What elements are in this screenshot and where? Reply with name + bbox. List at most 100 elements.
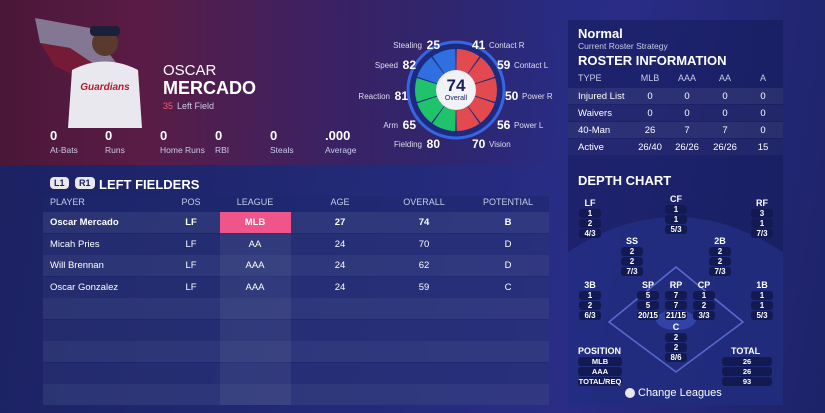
- depth-value: 2: [709, 257, 731, 266]
- depth-value: 7: [665, 291, 687, 300]
- roster-cell: Waivers: [578, 108, 612, 119]
- rating-name: Contact L: [514, 61, 549, 70]
- depth-position: 3B: [584, 280, 596, 290]
- stat-label: At-Bats: [50, 145, 78, 155]
- wheel-part: [432, 106, 456, 131]
- table-cell: D: [504, 238, 512, 250]
- table-cell: LF: [185, 281, 197, 293]
- depth-value: 7/3: [751, 229, 773, 238]
- table-cell: 24: [334, 260, 346, 271]
- stat-value: 0: [160, 128, 168, 143]
- table-cell: 59: [418, 281, 430, 293]
- table-cell: 27: [334, 217, 346, 228]
- wheel-part: [468, 57, 495, 84]
- roster-header: AA: [718, 73, 731, 83]
- depth-value: 2: [709, 247, 731, 256]
- summary-header: POSITION: [578, 346, 622, 356]
- roster-row-bg: [568, 122, 783, 138]
- depth-value: 5/3: [665, 225, 687, 234]
- table-row-bg: [43, 384, 549, 405]
- depth-value: 2: [693, 301, 715, 310]
- depth-value: 5: [637, 291, 659, 300]
- league-column: [220, 233, 291, 405]
- roster-row-bg: [568, 88, 783, 104]
- rating-name: Vision: [489, 140, 511, 149]
- table-cell: AAA: [245, 260, 265, 271]
- depth-value: 2: [621, 247, 643, 256]
- jersey-number: 35: [163, 101, 174, 111]
- overall-label: Overall: [444, 95, 468, 102]
- r1-button[interactable]: R1: [75, 177, 95, 189]
- table-cell: B: [504, 217, 512, 228]
- table-row-bg: [43, 255, 549, 276]
- roster-cell: 26/26: [713, 142, 737, 153]
- wheel-part: [456, 106, 480, 131]
- stat-label: Runs: [105, 145, 125, 155]
- table-header: POS: [181, 197, 201, 207]
- depth-value: 8/6: [665, 353, 687, 362]
- player-name: Oscar Gonzalez: [50, 281, 119, 293]
- strategy-caption: Current Roster Strategy: [578, 41, 668, 51]
- depth-value: 1: [751, 291, 773, 300]
- depth-value: 21/15: [665, 311, 687, 320]
- depth-value: 7/3: [709, 267, 731, 276]
- roster-cell: 7: [722, 125, 728, 136]
- player-name: Oscar Mercado: [50, 217, 119, 228]
- rating-name: Power R: [522, 92, 553, 101]
- summary-value: 93: [722, 377, 772, 386]
- table-header: POTENTIAL: [482, 197, 533, 207]
- roster-cell: 26/40: [638, 142, 662, 153]
- depth-value: 1: [693, 291, 715, 300]
- ratings-wheel: [406, 40, 506, 140]
- wheel-part: [468, 96, 495, 123]
- summary-label: TOTAL/REQ: [578, 377, 622, 386]
- stat-label: Home Runs: [160, 145, 205, 155]
- rating-value: 65: [402, 118, 416, 132]
- table-cell: 74: [418, 217, 430, 228]
- summary-value: 26: [722, 357, 772, 366]
- roster-cell: 0: [760, 125, 766, 136]
- wheel-part: [417, 57, 444, 84]
- wheel-part: [417, 96, 444, 123]
- depth-value: 6/3: [579, 311, 601, 320]
- stat-label: RBI: [215, 145, 230, 155]
- roster-cell: Injured List: [578, 91, 625, 102]
- depth-value: 2: [621, 257, 643, 266]
- depth-position: RP: [669, 280, 683, 290]
- depth-position: SS: [625, 236, 638, 246]
- depth-value: 1: [751, 219, 773, 228]
- rating-value: 80: [426, 137, 440, 151]
- roster-header: TYPE: [578, 73, 602, 83]
- wheel-part: [456, 49, 480, 74]
- rating-name: Reaction: [358, 92, 390, 101]
- depth-position: C: [672, 322, 680, 332]
- stat-value: .000: [325, 128, 351, 143]
- depth-value: 5: [637, 301, 659, 310]
- depth-title: DEPTH CHART: [578, 173, 672, 188]
- strategy-name: Normal: [578, 26, 623, 41]
- change-leagues[interactable]: Change Leagues: [638, 387, 722, 399]
- wheel-part: [475, 78, 497, 102]
- table-row-bg: [43, 341, 549, 362]
- rating-name: Stealing: [393, 41, 422, 50]
- roster-header: AAA: [677, 73, 696, 83]
- depth-value: 1: [579, 209, 601, 218]
- table-cell: 70: [418, 238, 430, 250]
- table-cell: AAA: [245, 281, 265, 293]
- depth-value: 2: [579, 219, 601, 228]
- l1-button[interactable]: L1: [50, 177, 69, 189]
- rating-value: 50: [505, 89, 519, 103]
- rating-value: 25: [426, 38, 440, 52]
- table-row-bg: [43, 363, 549, 384]
- rating-value: 81: [394, 89, 408, 103]
- roster-cell: 0: [684, 91, 690, 102]
- roster-cell: 0: [760, 108, 766, 119]
- stat-label: Steals: [270, 145, 294, 155]
- table-header: LEAGUE: [236, 197, 274, 207]
- depth-value: 3: [751, 209, 773, 218]
- table-cell: 24: [334, 238, 346, 250]
- depth-value: 7: [665, 301, 687, 310]
- roster-cell: 7: [684, 125, 690, 136]
- table-cell: 24: [334, 281, 346, 293]
- depth-value: 1: [665, 215, 687, 224]
